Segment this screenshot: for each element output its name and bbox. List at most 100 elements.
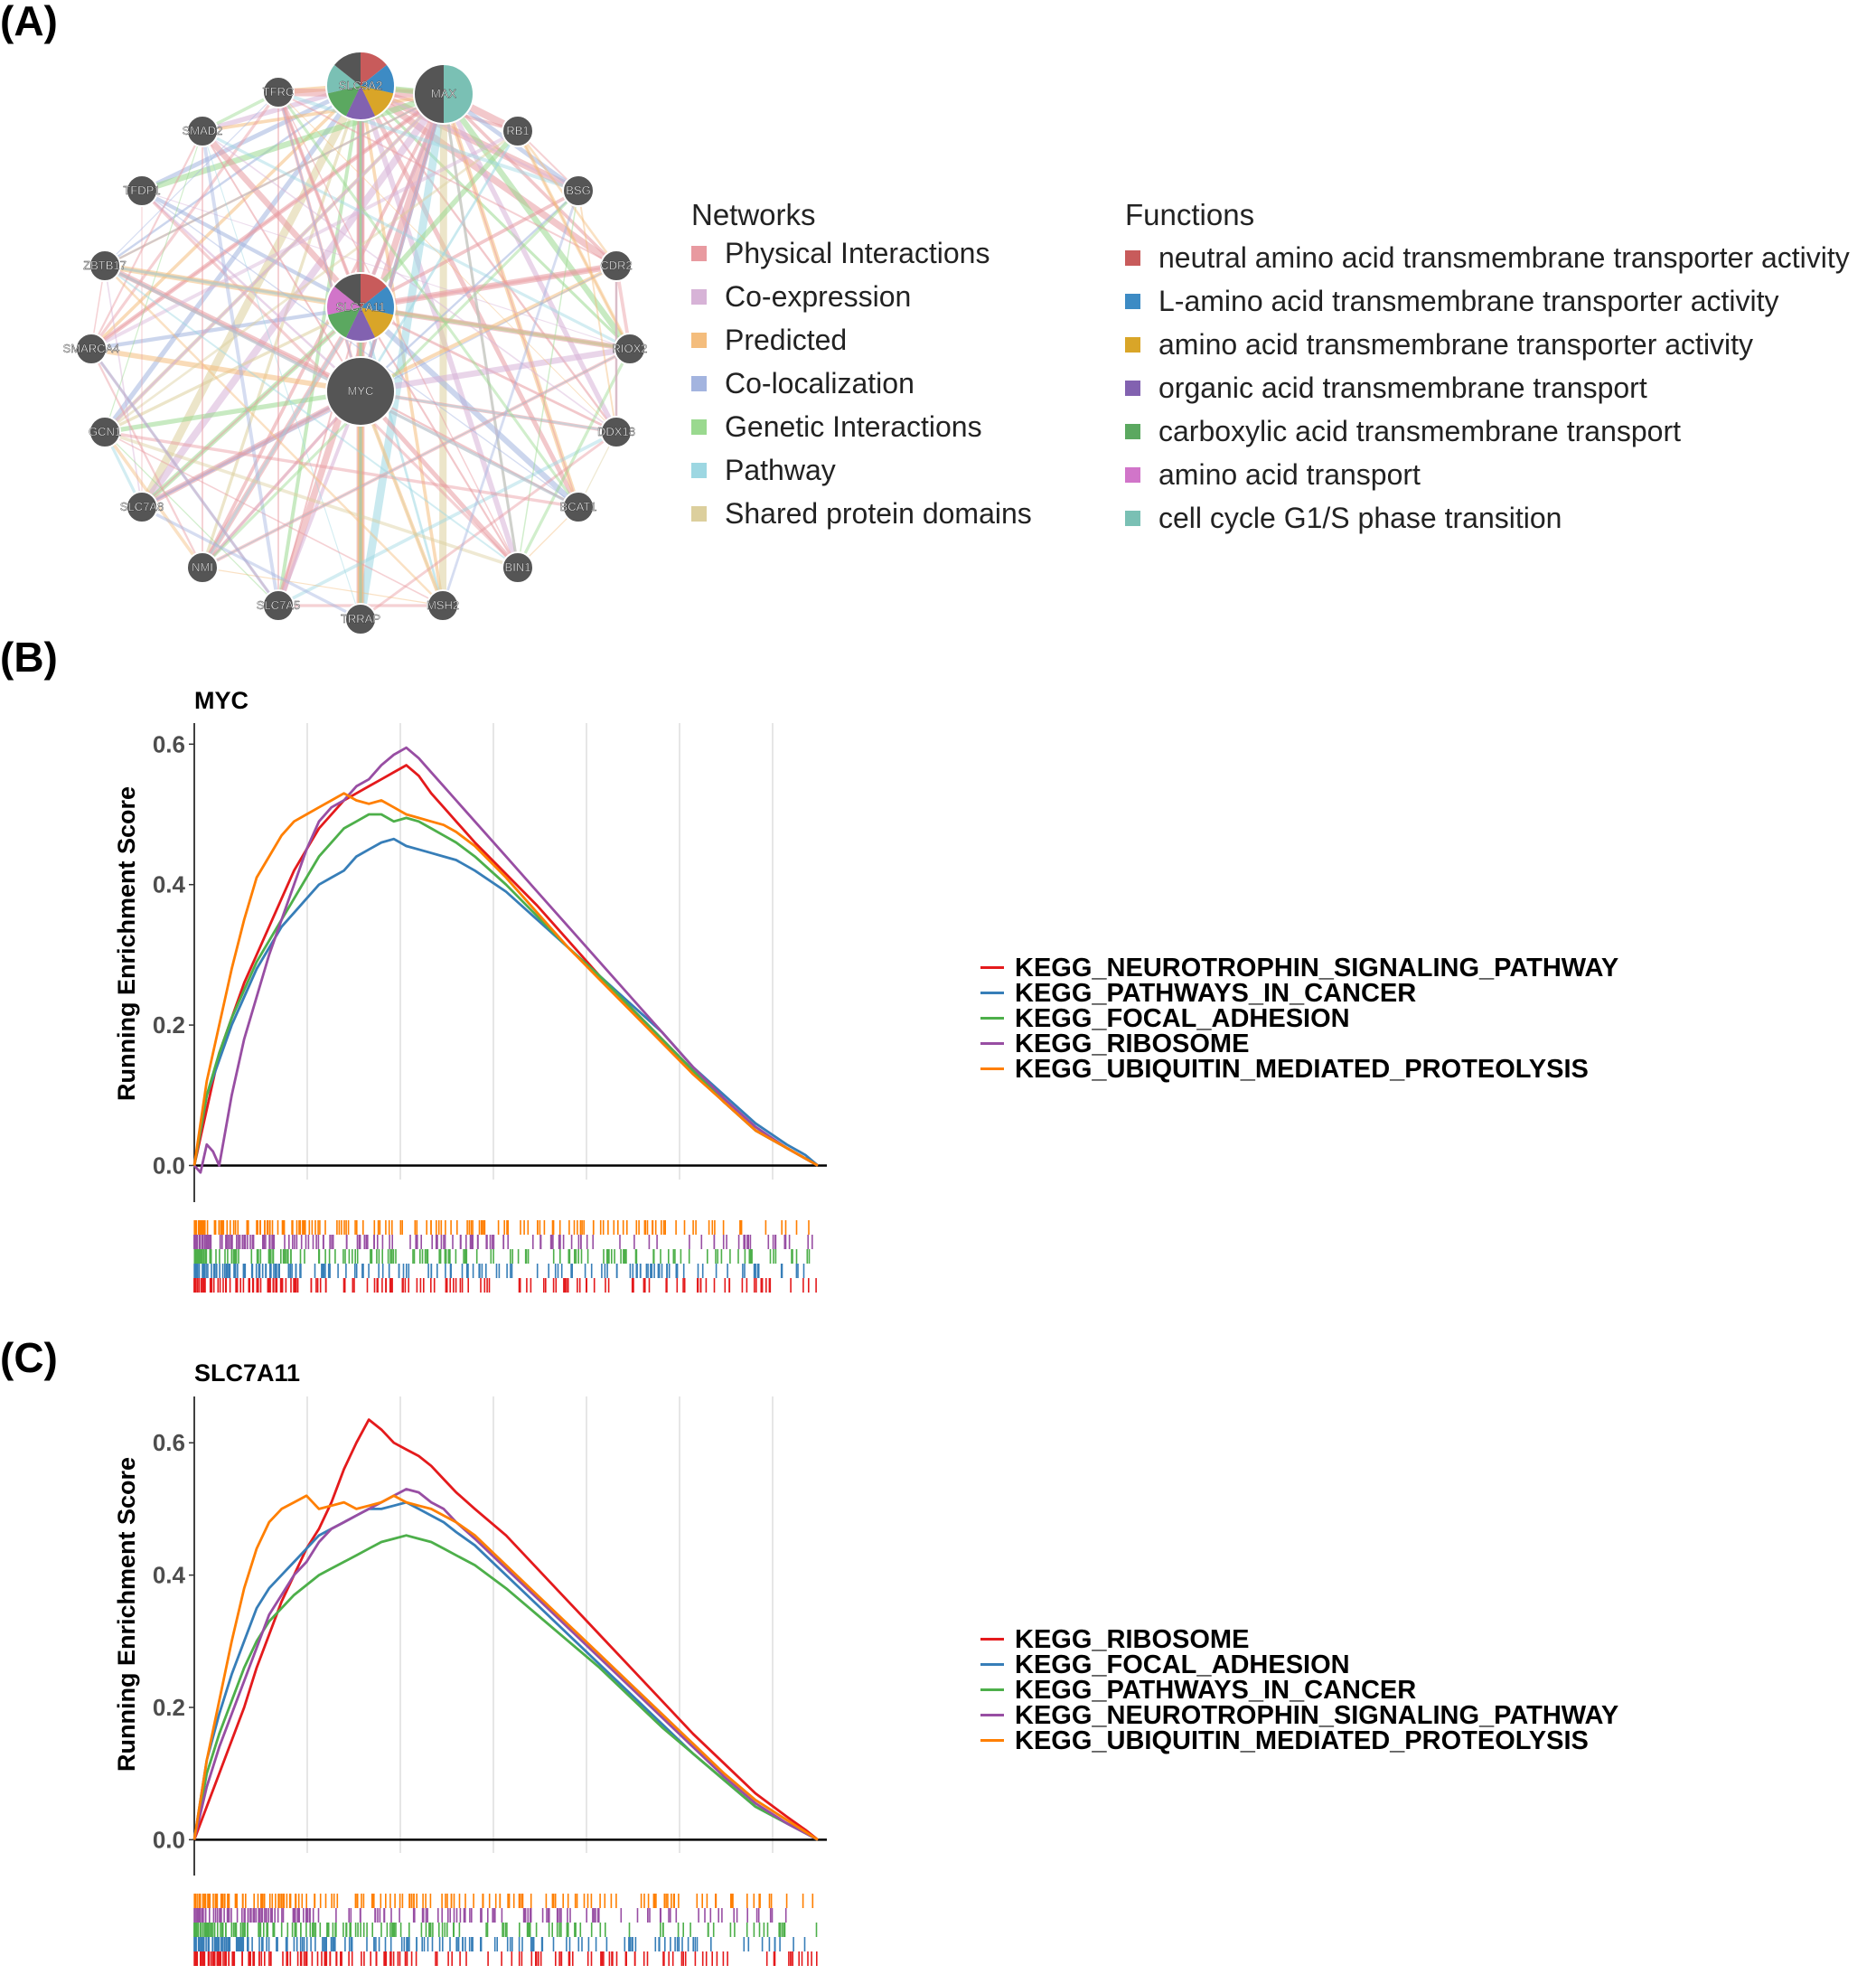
gene-node-label: SMAD2 [183,124,223,137]
network-edge [89,84,362,351]
hit-marks-kegg-focal-adhesion [193,1249,811,1264]
gene-node-bin1: BIN1 [502,551,534,584]
hub-node-slice [361,64,395,94]
hub-node-outline [325,272,396,343]
network-edge [104,91,279,267]
gene-node-circle [262,76,295,108]
network-edge [202,130,361,392]
network-edge [104,93,445,433]
function-legend-item-swatch [1125,511,1140,526]
network-edge [202,347,631,569]
network-edge [360,430,617,621]
network-edge [360,390,579,509]
gene-node-tfrc: TFRC [262,76,295,108]
gene-node-circle [502,115,534,147]
function-legend-item-neutral-amino-acid-transmembrane-transporter-activity: neutral amino acid transmembrane transpo… [1125,241,1850,275]
network-legend-item-swatch [691,463,707,478]
y-tick-label: 0.4 [153,871,186,898]
network-edge [201,85,362,569]
hub-node-outline [325,51,396,121]
network-edge [104,431,279,606]
network-edge [517,130,631,350]
y-tick-label: 0.2 [153,1694,185,1721]
gene-node-msh2: MSH2 [427,589,459,622]
network-edge [358,93,446,392]
gene-node-cdr2: CDR2 [600,249,633,282]
gene-node-label: BIN1 [505,560,531,574]
network-edge [104,389,361,435]
network-edge [359,306,445,606]
network-edge [277,91,580,508]
network-edge [104,265,361,392]
hub-node-slice [361,286,395,315]
legend-label: KEGG_UBIQUITIN_MEDIATED_PROTEOLYSIS [1015,1055,1589,1084]
network-edge [138,91,447,510]
legend-entry-kegg-ubiquitin-mediated-proteolysis: KEGG_UBIQUITIN_MEDIATED_PROTEOLYSIS [980,1055,1618,1084]
network-edge [360,345,631,395]
network-edge [359,390,520,569]
gene-node-zbtb17: ZBTB17 [83,249,127,282]
network-legend-item-label: Genetic Interactions [725,410,982,443]
network-edge [277,90,579,193]
network-edge [202,390,361,569]
network-edge [360,189,579,309]
gsea-b-chart: 0.0 0.2 0.4 0.6 [153,723,827,1293]
gene-node-label: BSG [566,183,590,197]
network-edge [104,130,203,433]
hub-node-label: MYC [348,384,374,398]
gene-node-label: RB1 [506,124,529,137]
hub-node-label: SLC7A11 [336,300,386,314]
network-edge [90,346,361,394]
network-edge [141,390,361,509]
network-edge [90,130,203,350]
network-edge [89,92,446,351]
function-legend-item-swatch [1125,337,1140,353]
y-tick-label: 0.6 [153,1429,185,1456]
hub-node-max: MAX [413,63,474,125]
gene-node-label: RIOX2 [612,342,647,355]
hit-marks-kegg-neurotrophin-signaling-pathway [193,1278,817,1293]
legend-entry-kegg-pathways-in-cancer: KEGG_PATHWAYS_IN_CANCER [980,1678,1618,1704]
hit-marks-kegg-pathways-in-cancer [193,1923,818,1937]
network-edge [104,431,444,606]
legend-entry-kegg-ribosome: KEGG_RIBOSOME [980,1627,1618,1653]
network-edge [202,92,445,133]
network-legend-item-swatch [691,246,707,261]
legend-entry-kegg-neurotrophin-signaling-pathway: KEGG_NEUROTROPHIN_SIGNALING_PATHWAY [980,1703,1618,1729]
network-legend-item-swatch [691,506,707,522]
gene-node-circle [344,603,377,635]
gene-node-ddx18: DDX18 [597,416,635,448]
gene-node-circle [502,551,534,584]
network-edge [141,505,361,621]
networks-legend-title: Networks [691,198,816,231]
gene-node-label: NMI [192,560,213,574]
gene-node-rb1: RB1 [502,115,534,147]
network-edge [141,390,361,508]
network-edge [359,82,580,194]
y-tick-label: 0.4 [153,1562,186,1589]
network-edge [442,93,520,569]
gene-node-trrap: TRRAP [341,603,380,635]
network-edge [358,93,446,308]
legend-line-swatch [980,1017,1004,1020]
network-edge [441,92,619,434]
network-legend-item-pathway: Pathway [691,454,836,487]
functions-legend-title: Functions [1125,198,1255,231]
gene-node-circle [600,416,633,448]
legend-line-swatch [980,1688,1004,1691]
hit-marks-kegg-neurotrophin-signaling-pathway [193,1908,787,1923]
gene-node-slc7a8: SLC7A8 [120,491,164,523]
legend-line-swatch [980,1739,1004,1742]
network-edge [89,348,204,569]
hub-node-slice [414,64,444,124]
network-edge [104,430,519,569]
network-edge [200,128,363,310]
network-edge [104,265,143,508]
network-edge [202,567,444,606]
network-edge [89,91,280,350]
function-legend-item-swatch [1125,250,1140,266]
gene-node-smarca4: SMARCA4 [62,333,120,365]
gsea-c-chart: 0.0 0.2 0.4 0.6 [153,1396,827,1966]
network-legend-item-swatch [691,376,707,391]
gene-node-circle [427,589,459,622]
